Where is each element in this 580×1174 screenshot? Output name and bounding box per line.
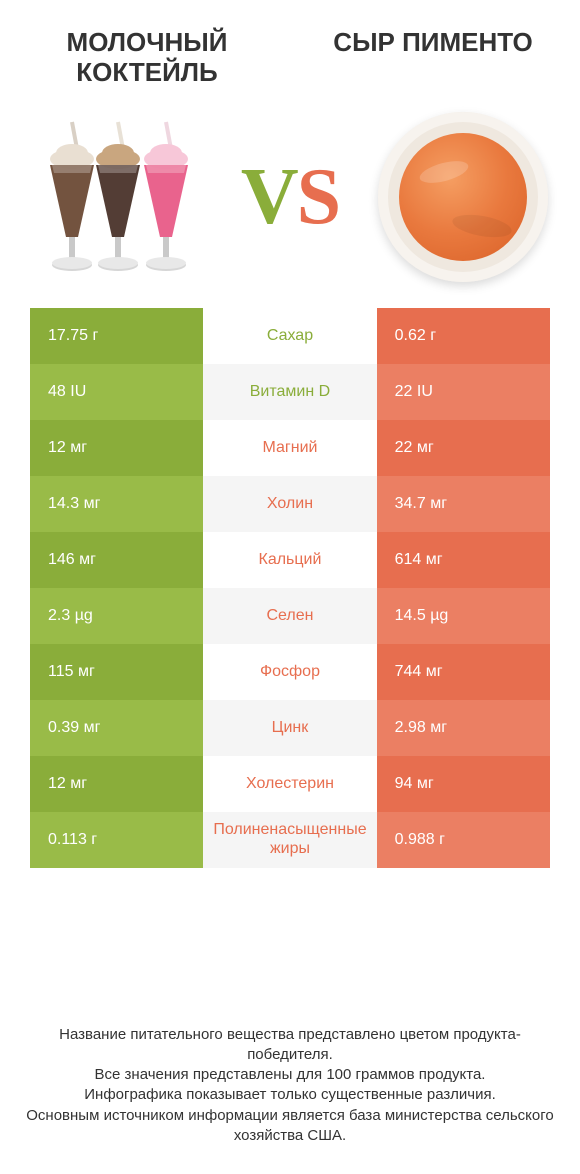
value-right: 22 мг: [377, 420, 550, 476]
table-row: 12 мгХолестерин94 мг: [30, 756, 550, 812]
table-row: 115 мгФосфор744 мг: [30, 644, 550, 700]
header: МОЛОЧНЫЙ КОКТЕЙЛЬ СЫР ПИМЕНТО: [0, 0, 580, 98]
comparison-table: 17.75 гСахар0.62 г48 IUВитамин D22 IU12 …: [0, 308, 580, 868]
nutrient-label: Магний: [203, 420, 376, 476]
value-left: 0.113 г: [30, 812, 203, 868]
table-row: 17.75 гСахар0.62 г: [30, 308, 550, 364]
footer-line: Основным источником информации является …: [24, 1106, 556, 1147]
value-right: 0.62 г: [377, 308, 550, 364]
value-left: 12 мг: [30, 420, 203, 476]
table-row: 0.113 гПолиненасыщенные жиры0.988 г: [30, 812, 550, 868]
pimento-image: [375, 109, 550, 284]
title-left: МОЛОЧНЫЙ КОКТЕЙЛЬ: [30, 28, 264, 88]
value-right: 744 мг: [377, 644, 550, 700]
nutrient-label: Фосфор: [203, 644, 376, 700]
nutrient-label: Витамин D: [203, 364, 376, 420]
nutrient-label: Цинк: [203, 700, 376, 756]
value-left: 12 мг: [30, 756, 203, 812]
footer-notes: Название питательного вещества представл…: [0, 1025, 580, 1147]
nutrient-label: Холестерин: [203, 756, 376, 812]
value-left: 146 мг: [30, 532, 203, 588]
footer-line: Инфографика показывает только существенн…: [24, 1085, 556, 1105]
value-right: 614 мг: [377, 532, 550, 588]
table-row: 0.39 мгЦинк2.98 мг: [30, 700, 550, 756]
footer-line: Название питательного вещества представл…: [24, 1025, 556, 1066]
nutrient-label: Кальций: [203, 532, 376, 588]
nutrient-label: Сахар: [203, 308, 376, 364]
value-right: 14.5 µg: [377, 588, 550, 644]
table-row: 2.3 µgСелен14.5 µg: [30, 588, 550, 644]
title-right: СЫР ПИМЕНТО: [316, 28, 550, 88]
vs-s: S: [297, 157, 340, 237]
nutrient-label: Селен: [203, 588, 376, 644]
nutrient-label: Холин: [203, 476, 376, 532]
vs-row: VS: [0, 98, 580, 308]
footer-line: Все значения представлены для 100 граммо…: [24, 1065, 556, 1085]
value-left: 2.3 µg: [30, 588, 203, 644]
table-row: 12 мгМагний22 мг: [30, 420, 550, 476]
table-row: 14.3 мгХолин34.7 мг: [30, 476, 550, 532]
value-left: 14.3 мг: [30, 476, 203, 532]
value-right: 0.988 г: [377, 812, 550, 868]
value-right: 94 мг: [377, 756, 550, 812]
value-left: 115 мг: [30, 644, 203, 700]
value-left: 0.39 мг: [30, 700, 203, 756]
value-left: 48 IU: [30, 364, 203, 420]
value-right: 2.98 мг: [377, 700, 550, 756]
vs-label: VS: [241, 157, 339, 237]
table-row: 48 IUВитамин D22 IU: [30, 364, 550, 420]
vs-v: V: [241, 157, 297, 237]
nutrient-label: Полиненасыщенные жиры: [203, 812, 376, 868]
value-right: 22 IU: [377, 364, 550, 420]
table-row: 146 мгКальций614 мг: [30, 532, 550, 588]
value-right: 34.7 мг: [377, 476, 550, 532]
value-left: 17.75 г: [30, 308, 203, 364]
milkshake-image: [30, 109, 205, 284]
